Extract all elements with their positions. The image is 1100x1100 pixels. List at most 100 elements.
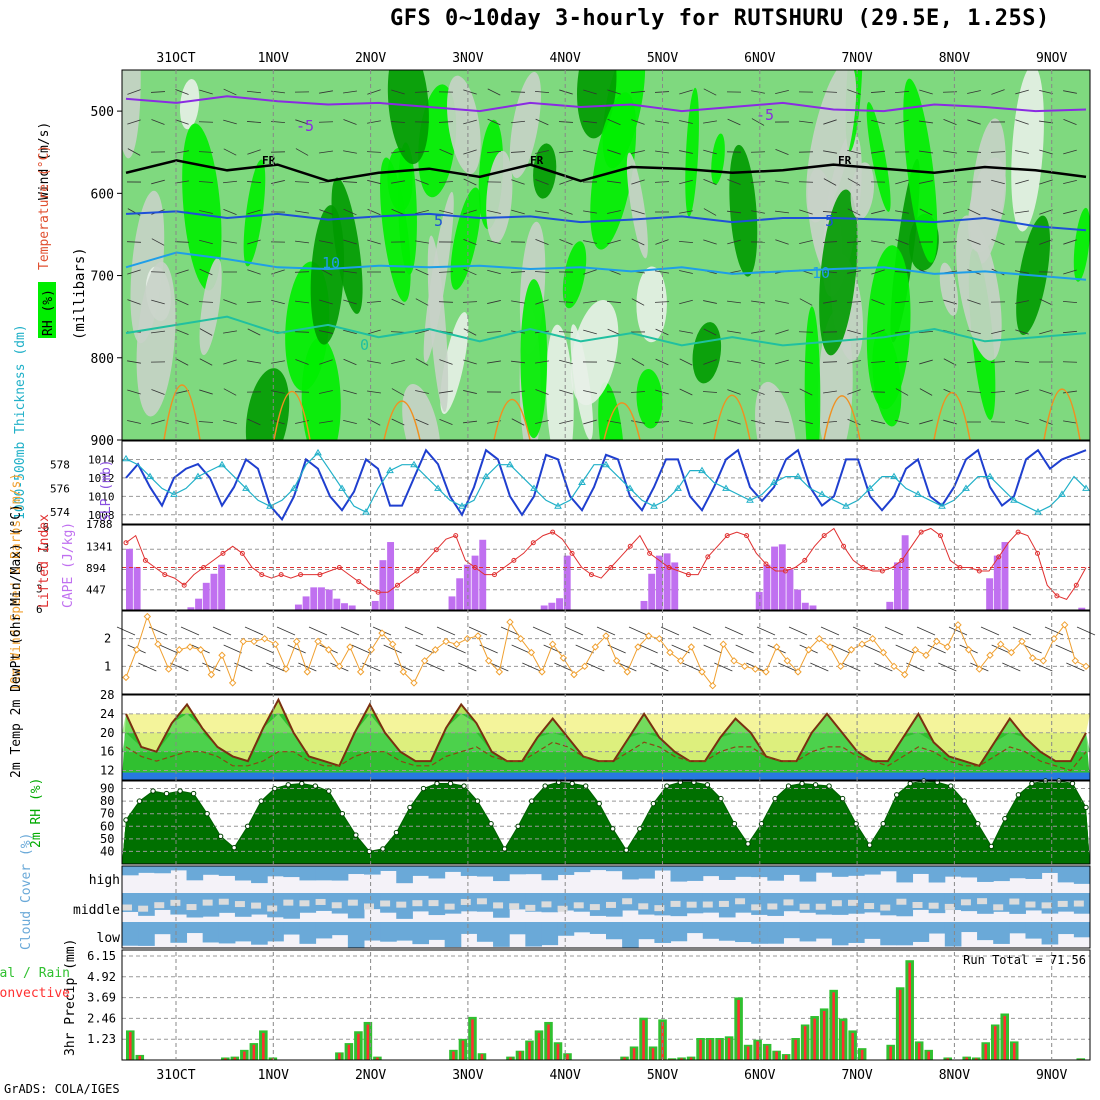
wind-frame	[121, 610, 1091, 695]
precip-conv-bar	[832, 992, 835, 1060]
wind-barb	[823, 119, 837, 125]
precip-conv-bar	[128, 1032, 132, 1060]
cloud-high	[783, 866, 801, 875]
wind-barb	[775, 180, 789, 184]
cloud-high	[977, 866, 994, 882]
precip-conv-bar	[376, 1057, 379, 1060]
wind-barb	[727, 330, 741, 334]
wind-barb	[810, 662, 829, 672]
cloud-high	[315, 866, 333, 881]
wind-barb	[535, 150, 549, 154]
wind-barb	[918, 300, 934, 304]
wind-barb	[535, 239, 549, 245]
precip-conv-bar	[851, 1032, 854, 1060]
isotherm-5	[125, 210, 1087, 232]
wind-barb	[703, 328, 717, 336]
thickness-marker	[650, 502, 658, 509]
top-date-label: 1NOV	[258, 51, 289, 66]
temp-frame	[121, 694, 1091, 781]
wind-marker	[836, 662, 845, 671]
wind-barb	[775, 300, 789, 304]
thickness-marker	[986, 472, 994, 480]
precip-conv-bar	[651, 1048, 655, 1060]
wind-marker	[367, 646, 376, 654]
li-marker	[569, 550, 575, 556]
wind-barb	[799, 388, 813, 396]
rh-marker	[583, 783, 589, 789]
precip-conv-bar	[746, 1046, 750, 1060]
contour-label: FR	[530, 154, 544, 167]
cloud-middle	[138, 893, 155, 916]
wind-barb	[343, 150, 357, 154]
wind-barb	[1062, 361, 1078, 363]
rh-marker	[650, 800, 657, 807]
wind-barb	[895, 239, 909, 245]
cloud-high	[364, 866, 381, 875]
wind-barb	[1015, 89, 1029, 95]
wind-barb	[774, 390, 790, 394]
wind-barb	[362, 662, 381, 672]
wind-barb	[799, 419, 813, 425]
wind-barb	[991, 89, 1005, 95]
thickness-marker	[410, 460, 418, 468]
rh-blob	[866, 245, 911, 410]
cloud-high	[1041, 866, 1059, 873]
wind-barb	[884, 626, 904, 636]
rh-marker	[664, 783, 670, 789]
wind-marker	[580, 662, 589, 671]
rh-blob	[850, 162, 875, 220]
wind-barb	[1063, 149, 1077, 155]
wind-marker	[655, 634, 664, 643]
wind-marker	[698, 668, 706, 676]
wind-marker	[612, 657, 621, 665]
thickness-tick-label: 576	[50, 482, 70, 495]
cloud-gap	[283, 899, 294, 906]
wind-barb	[222, 180, 238, 184]
wind-barb	[126, 241, 142, 243]
wind-marker	[1007, 648, 1016, 657]
wind-marker	[207, 670, 216, 679]
rh-marker	[447, 780, 454, 787]
wind-barb	[247, 360, 261, 364]
wind-barb	[822, 270, 838, 274]
wind-barb	[671, 644, 690, 654]
wind-barb	[486, 150, 502, 154]
cloud-middle	[267, 893, 284, 918]
wind-barb	[366, 300, 382, 304]
y-tick-label: 700	[91, 270, 114, 285]
cloud-low	[186, 922, 204, 934]
cloud-low	[364, 922, 381, 941]
wind-barb	[847, 389, 861, 395]
wind-barb	[298, 662, 317, 672]
cloud-gap	[1073, 900, 1084, 907]
wind-barb	[798, 331, 814, 333]
precip-conv-bar	[737, 999, 740, 1060]
li-marker	[627, 543, 633, 549]
top-date-label: 5NOV	[647, 51, 678, 66]
wind-barb	[511, 179, 525, 185]
cloud-high	[928, 866, 946, 883]
li-marker	[1073, 582, 1079, 588]
precip-conv-bar	[708, 1039, 712, 1060]
contour-label: FR	[262, 154, 276, 167]
cloud-low	[525, 922, 542, 947]
wind-barb	[340, 626, 360, 636]
wind-marker	[602, 632, 610, 640]
cloud-low	[460, 922, 478, 934]
rh-blob	[423, 191, 454, 363]
rh-blob	[331, 177, 363, 314]
wind-barb	[823, 300, 837, 304]
cape-bar	[210, 573, 218, 610]
wind-barb	[463, 209, 477, 215]
wind-marker	[1082, 662, 1090, 671]
y-tick-label: 500	[91, 105, 114, 120]
cloud-gap	[670, 900, 681, 907]
top-date-label: 4NOV	[550, 51, 581, 66]
cape-bar	[202, 582, 210, 610]
rh-marker	[839, 795, 846, 802]
wind-barb	[415, 390, 429, 394]
li-marker	[530, 540, 536, 546]
cape-bar	[310, 587, 318, 610]
thickness-marker	[818, 490, 826, 497]
